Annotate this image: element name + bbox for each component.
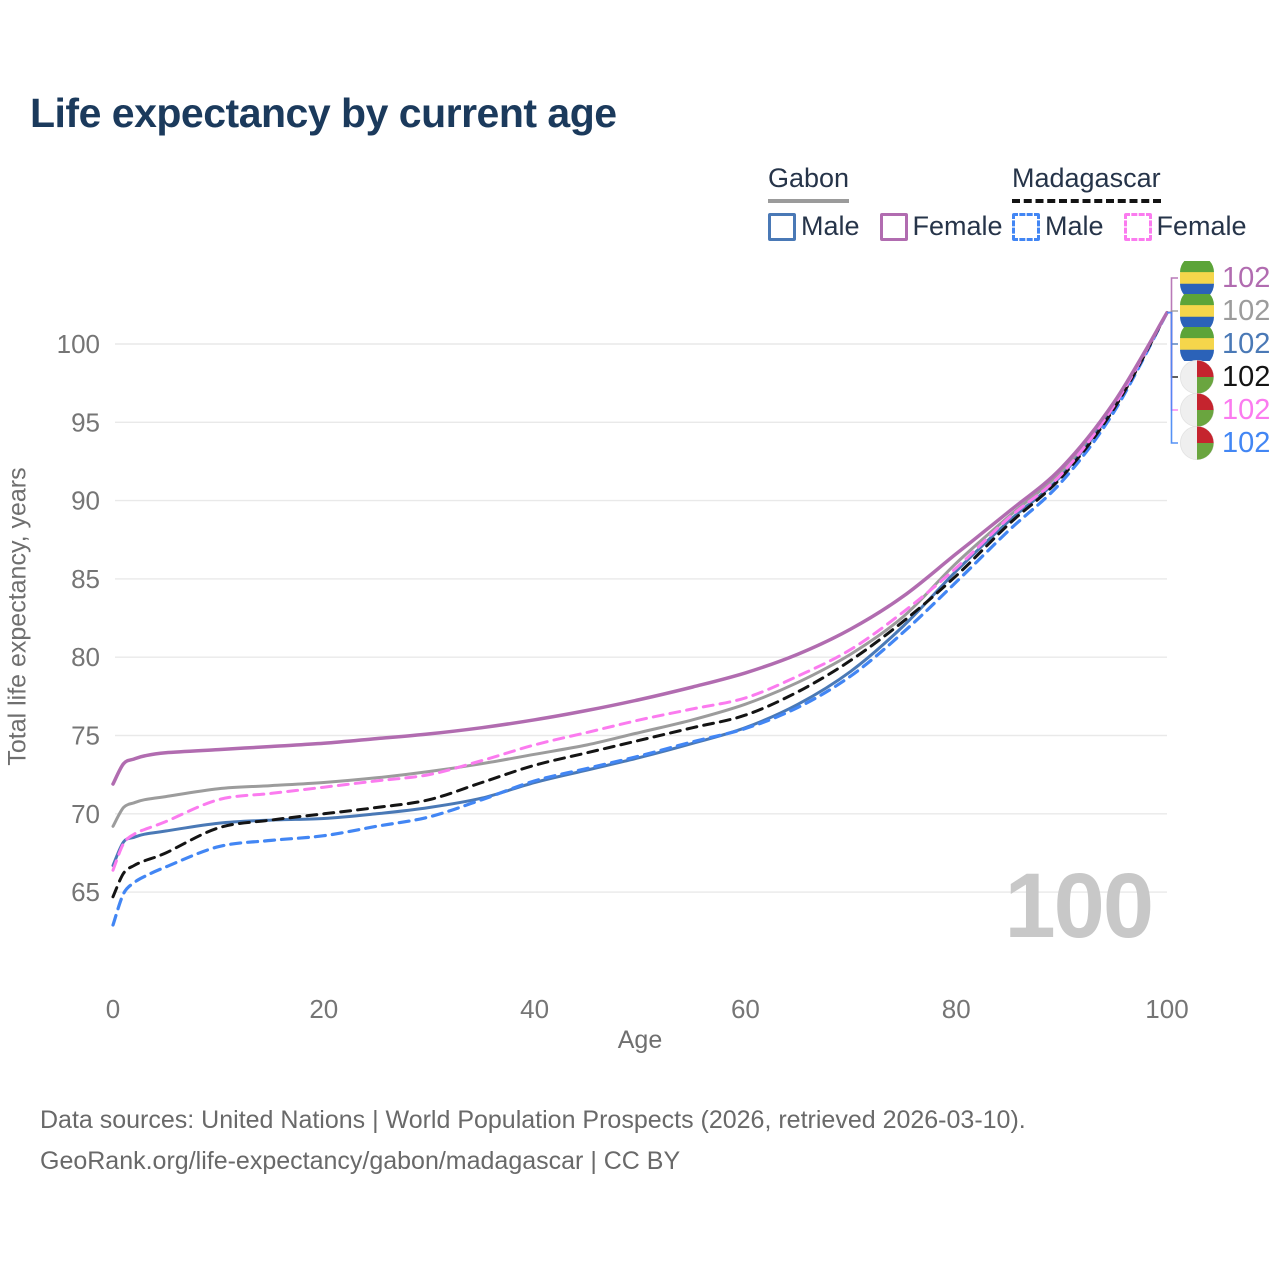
legend-item-madagascar-female[interactable]: Female — [1123, 211, 1247, 242]
y-tick-90: 90 — [71, 486, 100, 516]
legend-label-madagascar-male: Male — [1045, 211, 1104, 241]
y-tick-85: 85 — [71, 564, 100, 594]
madagascar-line-style-sample — [1012, 199, 1161, 203]
end-label-value-madagascar-female: 102 — [1222, 393, 1271, 426]
leader-line-madagascar-male — [1167, 311, 1178, 444]
x-tick-60: 60 — [731, 994, 760, 1024]
legend-checkbox-gabon-male[interactable] — [768, 212, 796, 241]
y-tick-65: 65 — [71, 877, 100, 907]
series-line-madagascar-total[interactable] — [111, 311, 1169, 899]
madagascar-flag-icon — [1180, 360, 1214, 394]
y-tick-75: 75 — [71, 721, 100, 751]
gabon-flag-icon — [1180, 327, 1214, 361]
legend-item-madagascar-male[interactable]: Male — [1012, 211, 1104, 242]
legend-checkbox-madagascar-male[interactable] — [1012, 212, 1040, 241]
legend-label-gabon-female: Female — [912, 211, 1003, 241]
series-line-gabon-male[interactable] — [111, 311, 1169, 867]
madagascar-flag-icon — [1180, 426, 1214, 460]
gabon-line-style-sample — [768, 199, 849, 203]
leader-line-gabon-female — [1167, 277, 1178, 314]
end-label-row-madagascar-female: 102 — [1180, 393, 1270, 427]
legend-group-gabon: Gabon Male Female — [768, 163, 1003, 242]
end-label-value-madagascar-male: 102 — [1222, 426, 1271, 459]
x-tick-0: 0 — [106, 994, 120, 1024]
series-line-gabon-total[interactable] — [111, 311, 1169, 828]
page-title: Life expectancy by current age — [30, 90, 617, 136]
legend-item-gabon-female[interactable]: Female — [879, 211, 1003, 242]
end-label-value-gabon-total: 102 — [1222, 294, 1271, 327]
end-label-row-gabon-total: 102 — [1180, 294, 1270, 328]
legend-label-gabon-male: Male — [801, 211, 860, 241]
y-tick-100: 100 — [57, 329, 100, 359]
x-tick-80: 80 — [942, 994, 971, 1024]
end-label-value-gabon-male: 102 — [1222, 327, 1271, 360]
legend-group-madagascar: Madagascar Male Female — [1012, 163, 1247, 242]
data-sources-text: Data sources: United Nations | World Pop… — [40, 1106, 1026, 1134]
x-tick-40: 40 — [520, 994, 549, 1024]
end-label-row-gabon-male: 102 — [1180, 327, 1270, 361]
y-tick-80: 80 — [71, 642, 100, 672]
legend-country-gabon: Gabon — [768, 163, 850, 193]
gabon-flag-icon — [1180, 294, 1214, 328]
legend-country-madagascar: Madagascar — [1012, 163, 1161, 193]
end-label-value-gabon-female: 102 — [1222, 261, 1271, 294]
legend-item-gabon-male[interactable]: Male — [768, 211, 860, 242]
leader-line-madagascar-total — [1167, 311, 1178, 378]
legend-checkbox-gabon-female[interactable] — [879, 212, 908, 241]
x-tick-100: 100 — [1145, 994, 1188, 1024]
y-tick-70: 70 — [71, 799, 100, 829]
y-tick-95: 95 — [71, 407, 100, 437]
end-label-row-gabon-female: 102 — [1180, 261, 1270, 295]
end-label-value-madagascar-total: 102 — [1222, 360, 1271, 393]
legend-checkbox-madagascar-female[interactable] — [1123, 212, 1152, 241]
end-label-row-madagascar-total: 102 — [1180, 360, 1270, 394]
leader-line-madagascar-female — [1167, 311, 1178, 411]
series-line-gabon-female[interactable] — [111, 310, 1169, 786]
attribution-link-text: GeoRank.org/life-expectancy/gabon/madaga… — [40, 1147, 681, 1175]
gabon-flag-icon — [1180, 261, 1214, 295]
end-label-row-madagascar-male: 102 — [1180, 426, 1270, 460]
x-tick-20: 20 — [309, 994, 338, 1024]
series-line-madagascar-female[interactable] — [111, 311, 1169, 872]
leader-line-gabon-male — [1167, 311, 1178, 345]
legend-label-madagascar-female: Female — [1156, 211, 1247, 241]
series-line-madagascar-male[interactable] — [111, 311, 1169, 927]
madagascar-flag-icon — [1180, 393, 1214, 427]
